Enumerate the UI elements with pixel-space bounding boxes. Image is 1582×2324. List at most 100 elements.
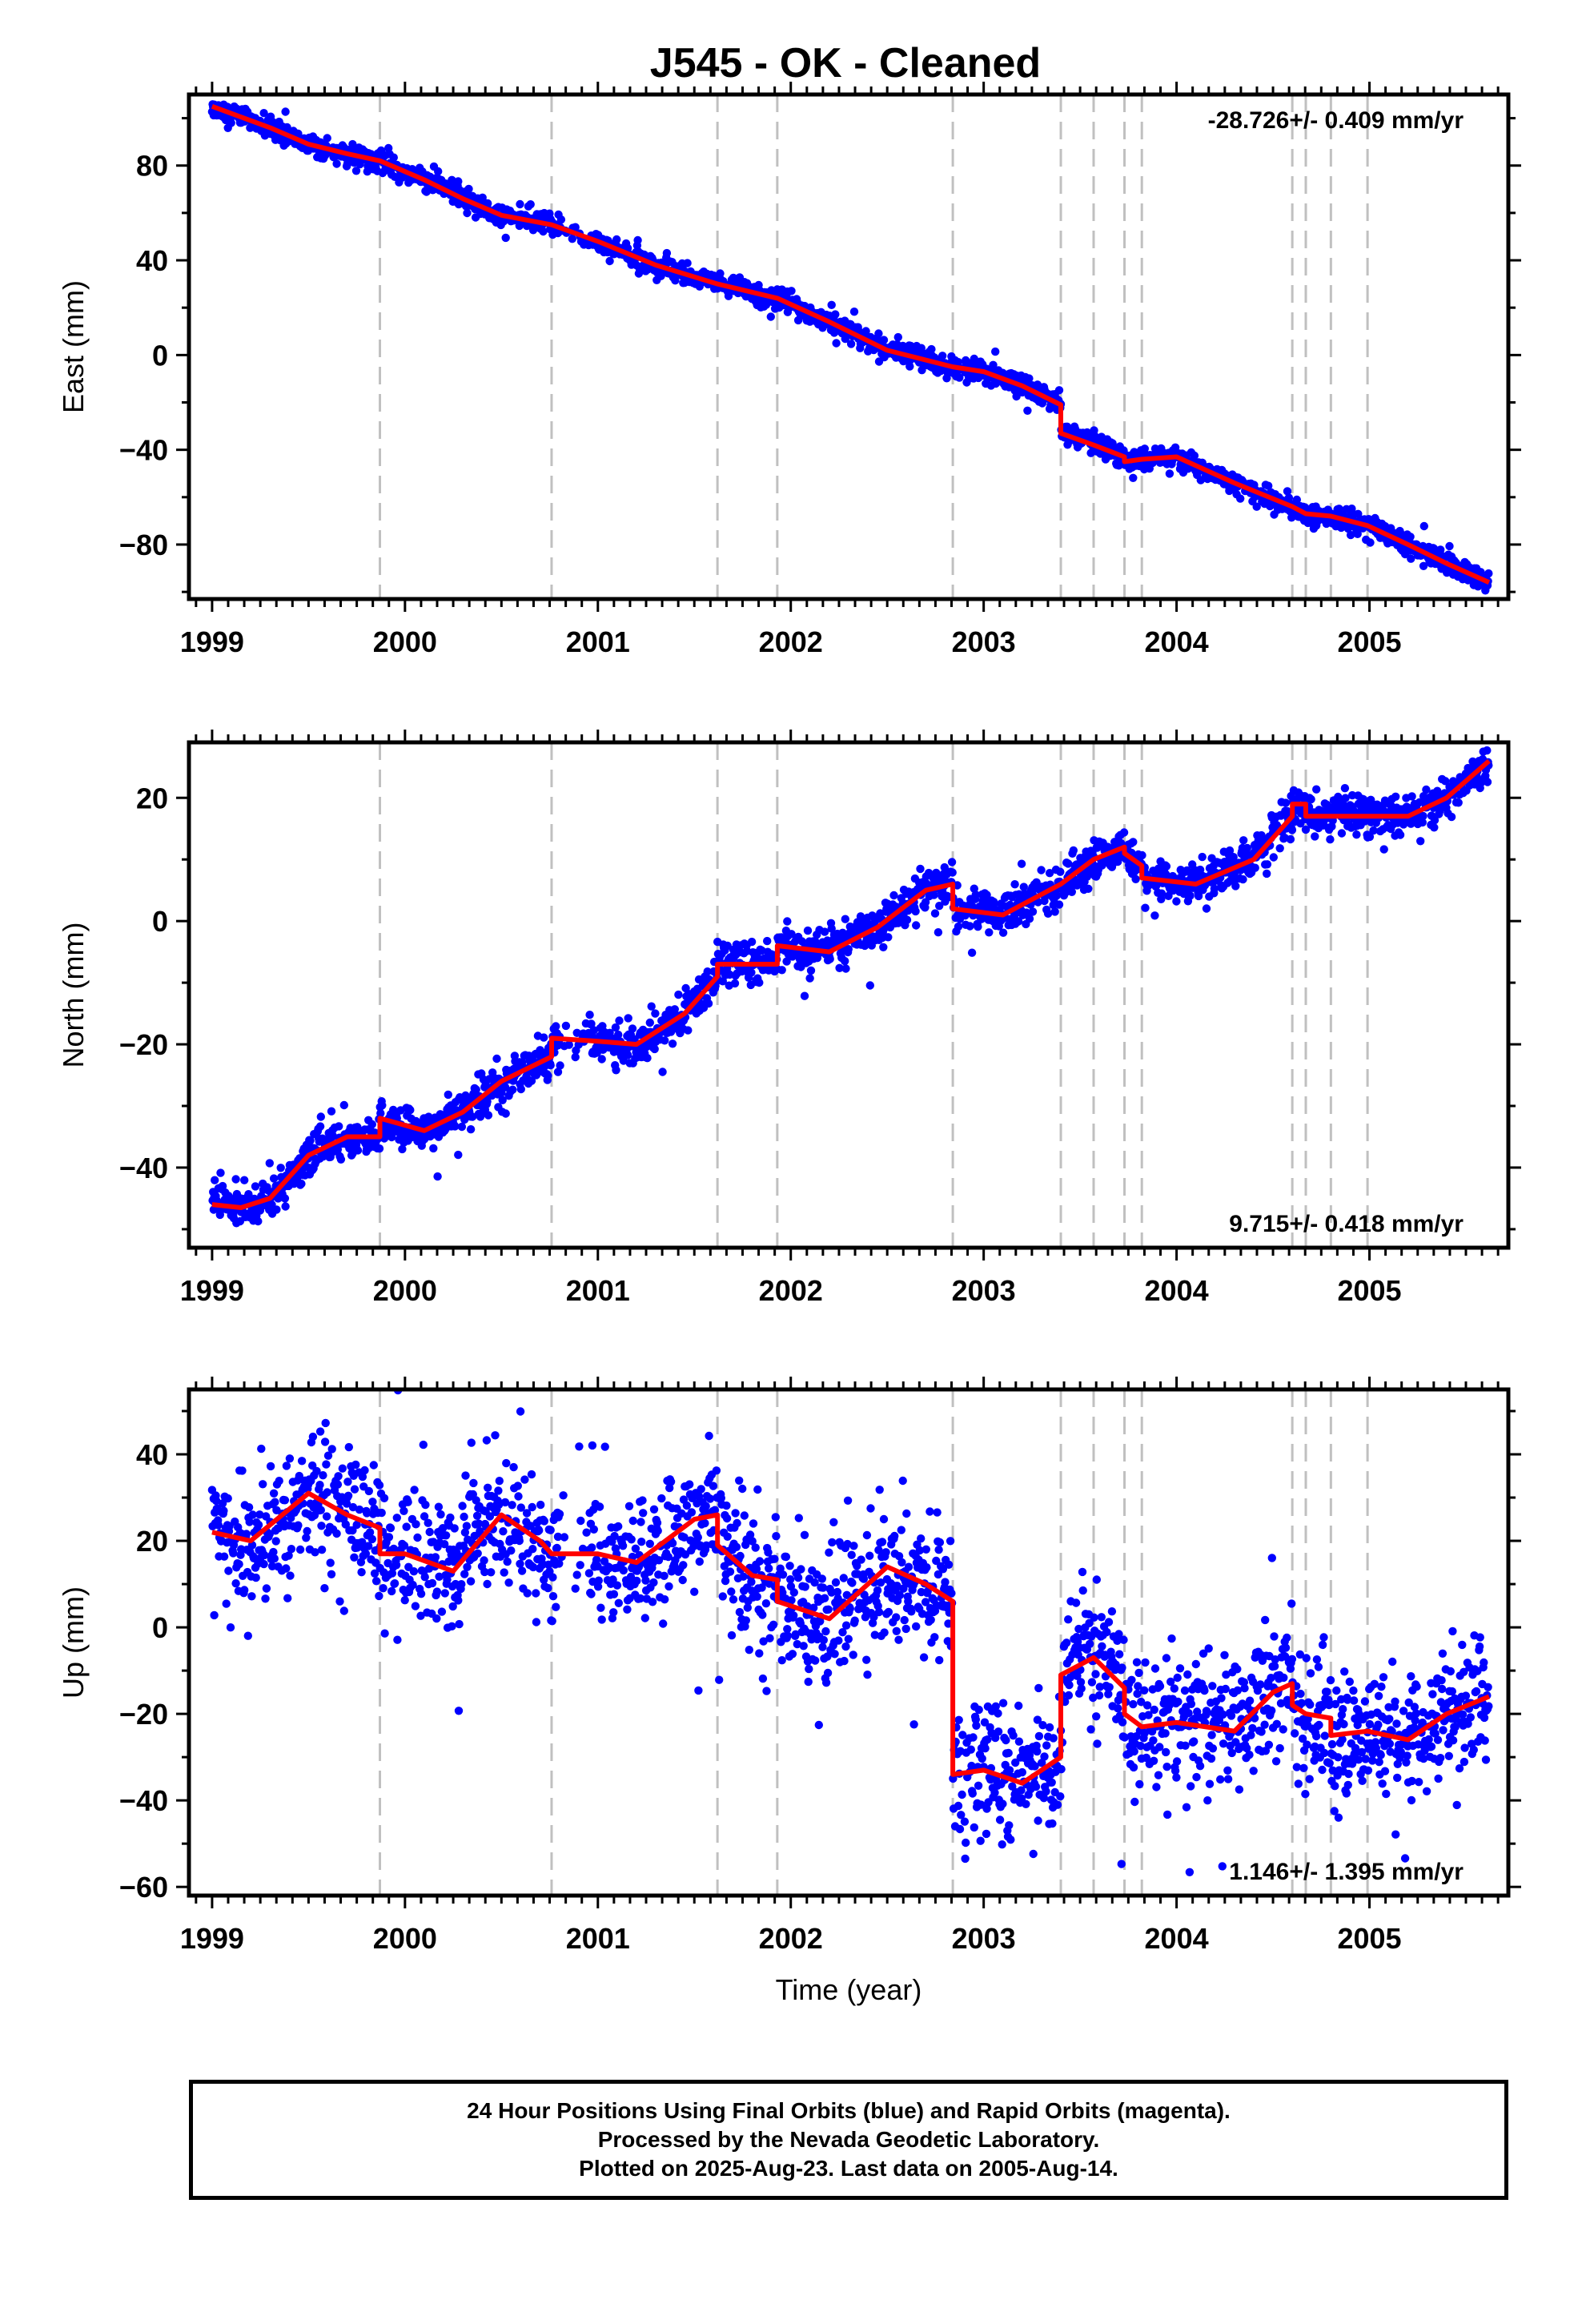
data-point <box>1275 844 1284 853</box>
data-point <box>893 332 903 342</box>
y-axis-label: East (mm) <box>57 280 90 413</box>
data-point <box>333 1145 343 1154</box>
data-point <box>540 1033 548 1042</box>
data-point <box>683 259 692 267</box>
x-tick-label: 2002 <box>759 1274 823 1307</box>
data-point <box>921 898 930 907</box>
y-tick-label: 20 <box>136 782 168 814</box>
data-point <box>1263 860 1272 869</box>
data-point <box>1252 502 1261 511</box>
data-point <box>498 1096 507 1105</box>
data-point <box>1418 818 1427 827</box>
y-tick-label: −40 <box>119 434 168 467</box>
data-point <box>546 1061 555 1070</box>
data-point <box>227 119 235 127</box>
data-point <box>271 1498 279 1506</box>
data-point <box>650 1044 659 1054</box>
data-point <box>412 1520 420 1529</box>
data-point <box>1202 904 1211 913</box>
data-point <box>384 1533 394 1542</box>
data-point <box>326 1558 335 1567</box>
data-point <box>312 1466 321 1476</box>
data-point <box>226 1623 235 1632</box>
model-line-north <box>211 758 1491 1210</box>
data-point <box>803 926 813 935</box>
data-point <box>1052 891 1061 900</box>
data-point <box>948 868 957 877</box>
data-point <box>251 1182 260 1191</box>
data-point <box>982 891 991 899</box>
data-point <box>1263 869 1271 879</box>
y-tick-label: 0 <box>152 905 168 938</box>
data-point <box>645 1018 654 1027</box>
data-point <box>1352 830 1361 839</box>
data-point <box>425 1527 434 1537</box>
data-point <box>1269 853 1279 862</box>
data-point <box>967 948 977 957</box>
data-point <box>501 233 510 243</box>
data-point <box>1119 828 1129 837</box>
data-point <box>879 943 888 952</box>
data-point <box>245 1518 254 1526</box>
data-point <box>998 928 1008 937</box>
data-point <box>210 1610 219 1620</box>
data-point <box>671 276 680 285</box>
x-tick-label: 2003 <box>952 1274 1016 1307</box>
data-point <box>651 1009 660 1018</box>
data-point <box>1326 835 1335 844</box>
data-point <box>432 1587 442 1596</box>
data-point <box>917 366 926 375</box>
data-point <box>370 1569 379 1578</box>
data-point <box>211 1176 219 1184</box>
y-tick-label: −20 <box>119 1028 168 1061</box>
data-point <box>391 1561 401 1570</box>
data-point <box>316 1112 325 1121</box>
data-point <box>1391 792 1400 801</box>
data-point <box>806 966 816 975</box>
data-point <box>242 1530 251 1538</box>
data-point <box>615 1016 624 1025</box>
data-point <box>1239 836 1248 845</box>
data-point <box>285 1454 295 1463</box>
data-point <box>1484 569 1493 578</box>
data-point <box>947 858 957 866</box>
data-point <box>1056 867 1065 876</box>
data-point <box>902 915 912 924</box>
data-point <box>368 1498 377 1506</box>
data-point <box>214 1521 223 1530</box>
data-point <box>916 864 925 874</box>
data-point <box>375 1144 384 1153</box>
data-point <box>275 1477 283 1486</box>
data-point <box>410 1486 419 1494</box>
data-point <box>351 1460 360 1470</box>
x-tick-label: 2005 <box>1337 625 1401 658</box>
data-point <box>335 1597 344 1606</box>
y-tick-label: 0 <box>152 339 168 372</box>
data-point <box>320 1584 329 1593</box>
data-point <box>323 1488 331 1497</box>
data-point <box>434 167 443 176</box>
data-point <box>1476 778 1485 788</box>
data-point <box>244 1190 253 1199</box>
data-point <box>355 1505 364 1514</box>
data-point <box>1150 911 1159 920</box>
data-point <box>1229 853 1238 862</box>
plot-frame <box>187 92 1511 601</box>
data-point <box>390 1579 400 1588</box>
data-point <box>1311 832 1319 841</box>
data-point <box>1264 481 1273 490</box>
data-point <box>363 1509 371 1518</box>
data-point <box>1165 469 1174 478</box>
data-point <box>231 1579 240 1588</box>
y-tick-label: 80 <box>136 150 168 183</box>
data-point <box>556 1061 564 1070</box>
data-point <box>270 1554 279 1563</box>
data-point <box>484 1111 493 1120</box>
data-point <box>315 1481 324 1490</box>
data-point <box>571 223 580 231</box>
data-point <box>269 1174 279 1183</box>
data-point <box>276 1164 285 1172</box>
data-point <box>294 1521 303 1530</box>
data-point <box>281 1202 290 1211</box>
data-point <box>1129 473 1138 482</box>
